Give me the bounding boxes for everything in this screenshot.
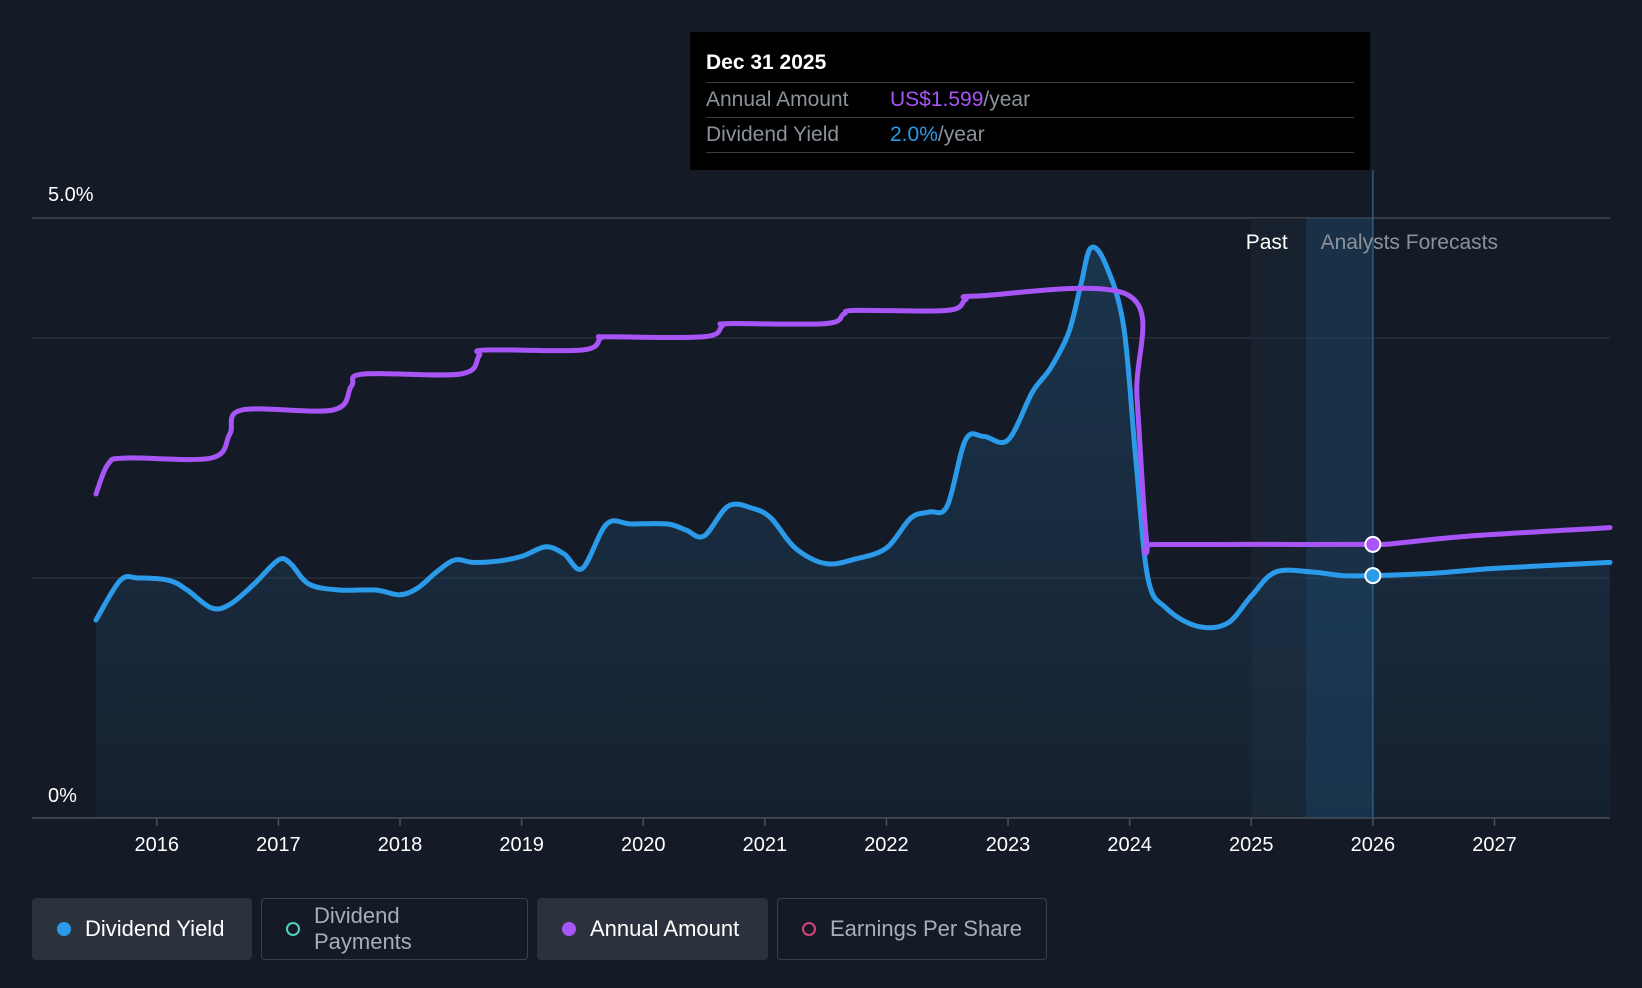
x-tick-label: 2024 xyxy=(1107,834,1152,856)
legend-annual-amount[interactable]: Annual Amount xyxy=(537,898,768,960)
annual-amount-dot-icon xyxy=(562,922,576,936)
tooltip-date: Dec 31 2025 xyxy=(706,48,1354,83)
x-tick-label: 2017 xyxy=(256,834,301,856)
legend-label: Dividend Yield xyxy=(85,916,225,941)
legend-label: Dividend Payments xyxy=(313,903,412,954)
x-axis: 2016 2017 2018 2019 2020 2021 2022 2023 2024 2025… xyxy=(32,817,1610,856)
x-tick-label: 2021 xyxy=(743,834,788,856)
legend-dividend-yield[interactable]: Dividend Yield xyxy=(32,898,252,960)
tooltip-annual-unit: /year xyxy=(983,88,1031,111)
legend: Dividend Yield Dividend Payments Annual … xyxy=(32,898,1047,960)
x-tick-label: 2022 xyxy=(864,834,909,856)
y-axis-top-label: 5.0% xyxy=(48,184,94,206)
earnings-per-share-ring-icon xyxy=(802,922,816,936)
x-tick-label: 2018 xyxy=(378,834,423,856)
yield-area-fill xyxy=(96,247,1610,818)
x-tick-label: 2026 xyxy=(1351,834,1396,856)
tooltip-yield-row: Dividend Yield 2.0% /year xyxy=(706,118,1354,153)
dividend-yield-marker[interactable] xyxy=(1364,567,1382,585)
x-tick-label: 2023 xyxy=(986,834,1031,856)
legend-label: Annual Amount xyxy=(590,916,740,941)
past-label: Past xyxy=(1246,231,1288,254)
legend-earnings-per-share[interactable]: Earnings Per Share xyxy=(777,898,1047,960)
tooltip: Dec 31 2025 Annual Amount US$1.599 /year… xyxy=(690,32,1370,170)
dividend-yield-dot-icon xyxy=(57,922,71,936)
annual-amount-marker[interactable] xyxy=(1364,535,1382,553)
x-tick-label: 2025 xyxy=(1229,834,1274,856)
dividend-yield-line[interactable] xyxy=(93,244,1613,631)
dividend-payments-ring-icon xyxy=(286,922,300,936)
tooltip-annual-row: Annual Amount US$1.599 /year xyxy=(706,83,1354,118)
x-tick-label: 2027 xyxy=(1472,834,1517,856)
legend-dividend-payments[interactable]: Dividend Payments xyxy=(261,898,528,960)
forecast-label: Analysts Forecasts xyxy=(1321,231,1498,254)
tooltip-yield-value: 2.0% xyxy=(890,123,938,146)
tooltip-annual-label: Annual Amount xyxy=(706,88,849,111)
tooltip-annual-value: US$1.599 xyxy=(890,88,984,111)
x-tick-label: 2020 xyxy=(621,834,666,856)
tooltip-yield-unit: /year xyxy=(937,123,985,146)
tooltip-yield-label: Dividend Yield xyxy=(706,123,840,146)
y-axis-bottom-label: 0% xyxy=(48,785,77,807)
x-tick-label: 2016 xyxy=(135,834,180,856)
x-tick-label: 2019 xyxy=(499,834,544,856)
annual-amount-line[interactable] xyxy=(93,285,1613,556)
legend-label: Earnings Per Share xyxy=(830,916,1022,941)
